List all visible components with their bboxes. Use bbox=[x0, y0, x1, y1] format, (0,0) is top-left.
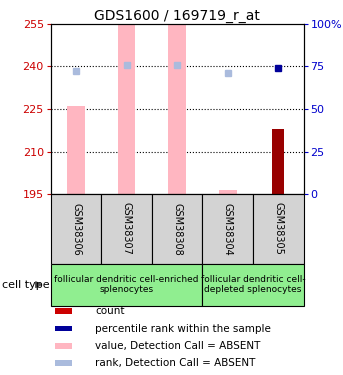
Bar bbox=[56, 326, 72, 331]
Text: follicular dendritic cell-enriched
splenocytes: follicular dendritic cell-enriched splen… bbox=[54, 275, 199, 294]
Bar bbox=[51, 194, 101, 264]
Text: GSM38305: GSM38305 bbox=[273, 202, 283, 255]
Title: GDS1600 / 169719_r_at: GDS1600 / 169719_r_at bbox=[94, 9, 260, 22]
Text: value, Detection Call = ABSENT: value, Detection Call = ABSENT bbox=[95, 341, 261, 351]
Bar bbox=[51, 264, 202, 306]
Bar bbox=[219, 190, 237, 194]
Bar bbox=[56, 360, 72, 366]
Text: percentile rank within the sample: percentile rank within the sample bbox=[95, 324, 271, 333]
Text: GSM38306: GSM38306 bbox=[71, 202, 81, 255]
Bar bbox=[152, 194, 202, 264]
Bar bbox=[253, 194, 304, 264]
Text: GSM38304: GSM38304 bbox=[223, 202, 233, 255]
Text: count: count bbox=[95, 306, 125, 316]
Bar bbox=[272, 129, 284, 194]
Text: GSM38307: GSM38307 bbox=[122, 202, 132, 255]
Text: cell type: cell type bbox=[2, 280, 49, 290]
Bar bbox=[67, 106, 85, 194]
Text: rank, Detection Call = ABSENT: rank, Detection Call = ABSENT bbox=[95, 358, 256, 368]
Bar bbox=[56, 343, 72, 349]
Bar bbox=[101, 194, 152, 264]
Bar bbox=[168, 24, 186, 194]
Bar bbox=[202, 264, 304, 306]
Bar bbox=[56, 308, 72, 314]
Text: follicular dendritic cell-
depleted splenocytes: follicular dendritic cell- depleted sple… bbox=[201, 275, 305, 294]
Text: GSM38308: GSM38308 bbox=[172, 202, 182, 255]
Bar bbox=[202, 194, 253, 264]
Bar bbox=[118, 24, 135, 194]
